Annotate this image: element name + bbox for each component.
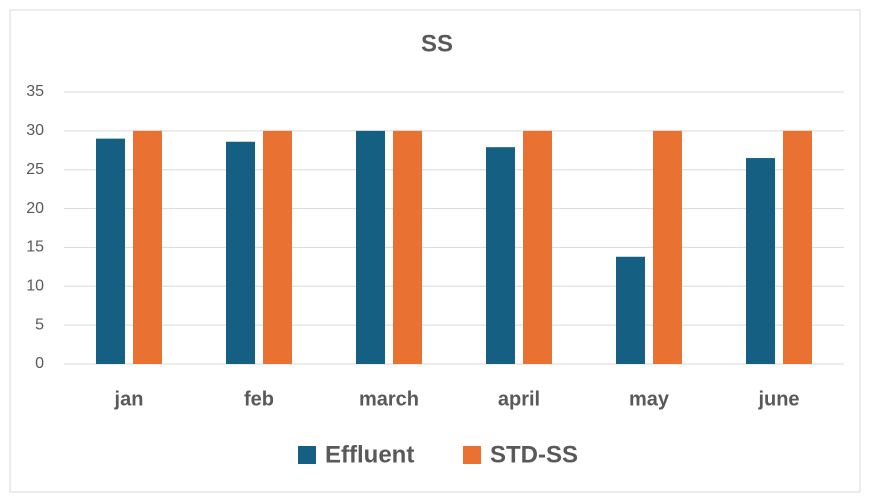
x-tick-label: march [359, 388, 419, 410]
bar [133, 130, 162, 364]
y-tick-label: 0 [35, 355, 44, 372]
bar [226, 141, 255, 364]
y-tick-label: 15 [26, 239, 44, 256]
bar [356, 130, 385, 364]
x-tick-label: feb [244, 388, 274, 410]
x-tick-label: may [629, 388, 670, 410]
bar [783, 130, 812, 364]
bar [486, 147, 515, 364]
y-tick-label: 5 [35, 316, 44, 333]
bar [523, 130, 552, 364]
y-tick-label: 35 [26, 83, 44, 100]
legend-swatch [298, 446, 316, 464]
x-tick-label: jan [114, 388, 144, 410]
x-tick-label: june [757, 388, 799, 410]
legend-label: STD-SS [490, 441, 578, 468]
y-tick-label: 20 [26, 200, 44, 217]
y-tick-label: 30 [26, 122, 44, 139]
x-tick-label: april [498, 388, 540, 410]
legend-label: Effluent [325, 441, 414, 468]
bar [653, 130, 682, 364]
y-tick-label: 25 [26, 161, 44, 178]
bar [746, 158, 775, 364]
legend-swatch [463, 446, 481, 464]
chart-title: SS [421, 30, 453, 57]
bar [616, 256, 645, 364]
bar [263, 130, 292, 364]
bar [96, 138, 125, 364]
y-tick-label: 10 [26, 278, 44, 295]
bar [393, 130, 422, 364]
